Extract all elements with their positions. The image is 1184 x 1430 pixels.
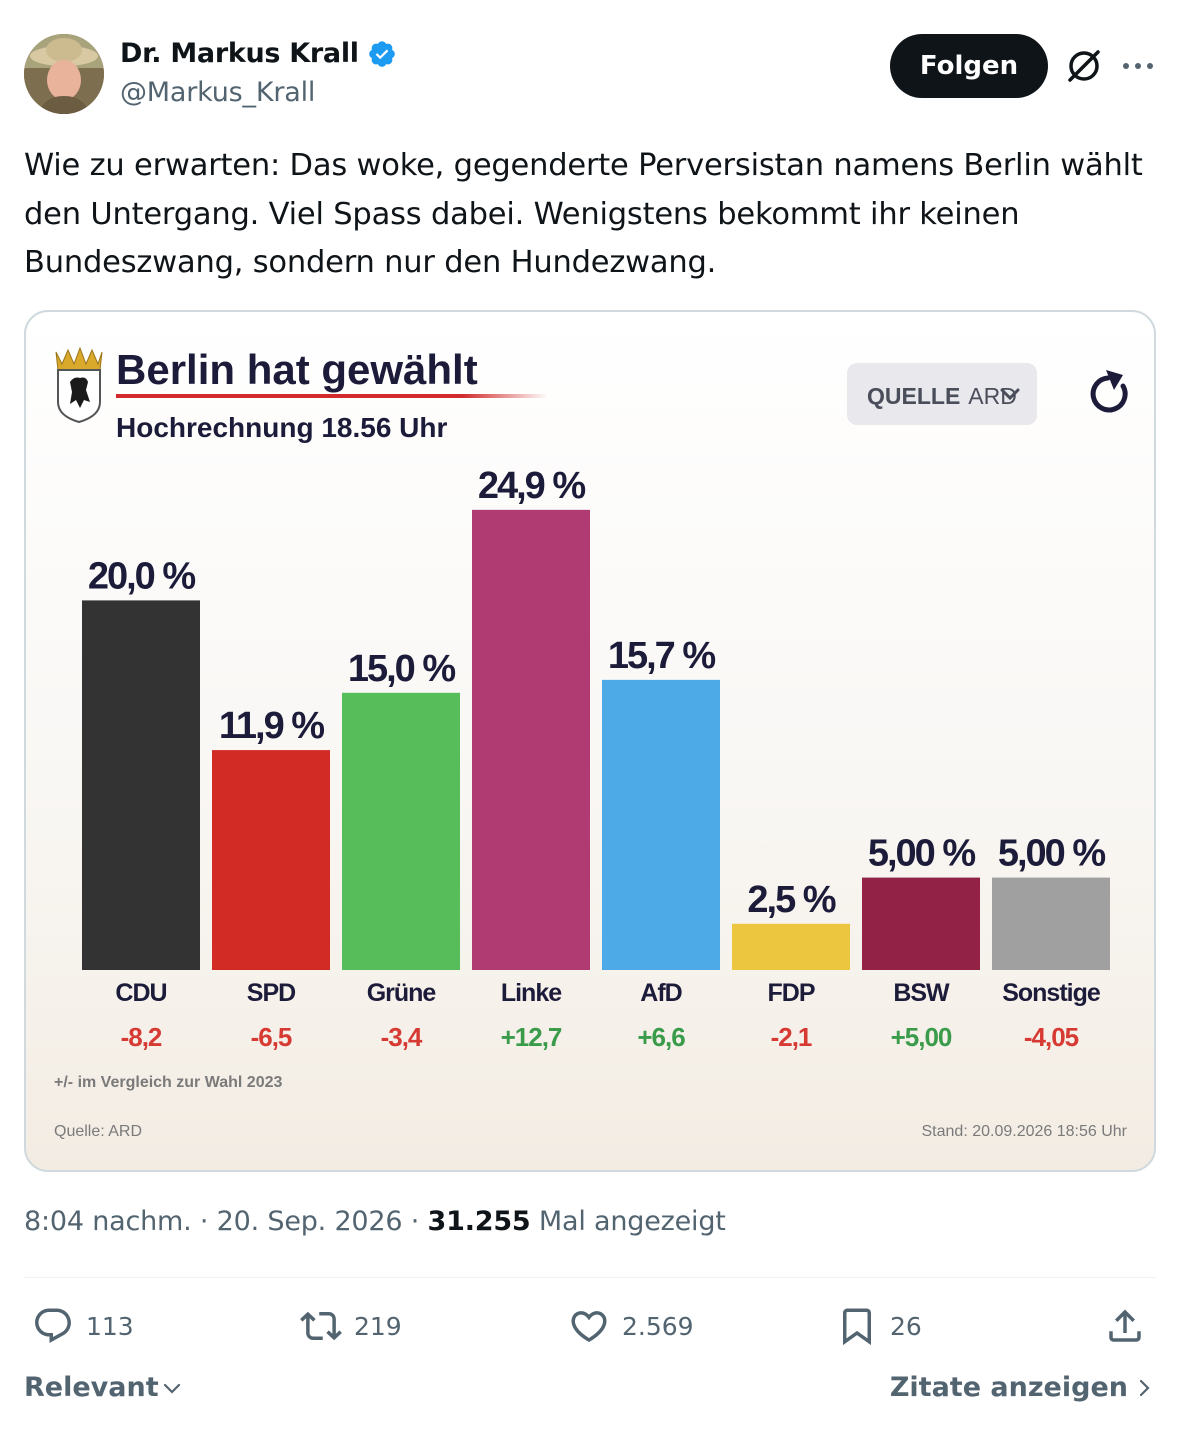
election-chart: Berlin hat gewählt Hochrechnung 18.56 Uh… [54, 346, 1128, 1140]
source-selector-button[interactable]: QUELLE ARD [847, 363, 1037, 425]
chart-source: Quelle: ARD [54, 1123, 142, 1140]
category-label: BSW [893, 979, 950, 1007]
chart-footnote: +/- im Vergleich zur Wahl 2023 [54, 1074, 282, 1091]
change-label: +6,6 [637, 1022, 685, 1052]
repost-count: 219 [354, 1311, 402, 1341]
bar-value-label: 5,00 % [868, 833, 976, 875]
bar-sonstige [992, 877, 1110, 970]
berlin-coat-of-arms-icon [55, 346, 103, 424]
bar-value-label: 11,9 % [219, 705, 324, 747]
author-info[interactable]: Dr. Markus Krall @Markus_Krall [120, 38, 397, 108]
category-label: CDU [115, 979, 166, 1007]
avatar[interactable] [24, 34, 104, 114]
change-label: -2,1 [771, 1022, 812, 1052]
sort-relevant-dropdown[interactable]: Relevant [24, 1372, 183, 1403]
chart-timestamp: Stand: 20.09.2026 18:56 Uhr [922, 1123, 1128, 1140]
bar-value-label: 24,9 % [478, 465, 586, 507]
more-options-icon[interactable] [1118, 48, 1158, 84]
category-label: SPD [247, 979, 295, 1007]
follow-button[interactable]: Folgen [890, 34, 1048, 98]
tweet-date[interactable]: 20. Sep. 2026 [216, 1206, 403, 1237]
bars-layer: 20,0 % CDU -8,2 11,9 % SPD -6,5 15,0 % Grüne -3,… [82, 465, 1110, 1052]
bar-spd [212, 750, 330, 970]
quotes-label: Zitate anzeigen [889, 1372, 1128, 1403]
tweet-text: Wie zu erwarten: Das woke, gegenderte Pe… [24, 148, 1143, 280]
heart-icon [571, 1311, 607, 1343]
change-label: -4,05 [1024, 1022, 1079, 1052]
change-label: -8,2 [121, 1022, 162, 1052]
meta-separator: · [410, 1206, 428, 1237]
grok-icon[interactable] [1064, 46, 1104, 86]
author-display-name[interactable]: Dr. Markus Krall [120, 38, 397, 69]
like-count: 2.569 [622, 1311, 694, 1341]
like-button[interactable]: 2.569 [568, 1305, 694, 1347]
share-button[interactable] [1104, 1305, 1146, 1347]
bar-value-label: 15,7 % [608, 635, 716, 677]
bookmark-icon [843, 1308, 871, 1346]
verified-badge-icon[interactable] [367, 39, 397, 69]
tweet-time[interactable]: 8:04 nachm. [24, 1206, 192, 1237]
reply-icon [35, 1308, 71, 1343]
title-underline [116, 394, 548, 398]
refresh-icon[interactable] [1090, 370, 1128, 413]
change-label: -6,5 [251, 1022, 292, 1052]
bar-value-label: 5,00 % [998, 833, 1106, 875]
reply-count: 113 [86, 1311, 134, 1341]
view-count-suffix: Mal angezeigt [538, 1206, 726, 1237]
chevron-right-icon [1139, 1379, 1150, 1396]
chart-subtitle: Hochrechnung 18.56 Uhr [116, 412, 448, 443]
share-icon [1109, 1309, 1141, 1342]
category-label: Linke [501, 979, 562, 1007]
sort-label: Relevant [24, 1372, 159, 1403]
bar-cdu [82, 600, 200, 970]
category-label: FDP [768, 979, 815, 1007]
category-label: Grüne [367, 979, 437, 1007]
bar-fdp [732, 923, 850, 970]
bar-afd [602, 679, 720, 970]
repost-icon [300, 1311, 342, 1341]
change-label: +5,00 [891, 1022, 952, 1052]
chart-title: Berlin hat gewählt [116, 346, 478, 393]
author-name-text: Dr. Markus Krall [120, 38, 359, 69]
view-count: 31.255 [427, 1206, 531, 1237]
tweet-media-chart[interactable]: Berlin hat gewählt Hochrechnung 18.56 Uh… [24, 310, 1156, 1172]
bar-value-label: 20,0 % [88, 555, 196, 597]
author-handle[interactable]: @Markus_Krall [120, 77, 316, 108]
category-label: Sonstige [1002, 979, 1101, 1007]
bookmark-count: 26 [890, 1311, 922, 1341]
bar-value-label: 2,5 % [747, 879, 835, 921]
divider [24, 1277, 1156, 1278]
bookmark-button[interactable]: 26 [836, 1305, 922, 1347]
tweet-meta: 8:04 nachm. · 20. Sep. 2026 · 31.255 Mal… [24, 1206, 726, 1237]
chevron-down-icon [163, 1383, 180, 1394]
view-quotes-link[interactable]: Zitate anzeigen [890, 1372, 1152, 1403]
category-label: AfD [640, 979, 681, 1007]
chevron-down-icon [1000, 388, 1020, 401]
source-selector-label: QUELLE [867, 383, 960, 409]
bar-bsw [862, 877, 980, 970]
meta-separator: · [199, 1206, 217, 1237]
bar-value-label: 15,0 % [348, 648, 456, 690]
change-label: +12,7 [501, 1022, 562, 1052]
bar-linke [472, 509, 590, 970]
bar-grüne [342, 692, 460, 970]
reply-button[interactable]: 113 [32, 1305, 134, 1347]
avatar-image [24, 34, 104, 114]
change-label: -3,4 [381, 1022, 423, 1052]
repost-button[interactable]: 219 [300, 1305, 402, 1347]
